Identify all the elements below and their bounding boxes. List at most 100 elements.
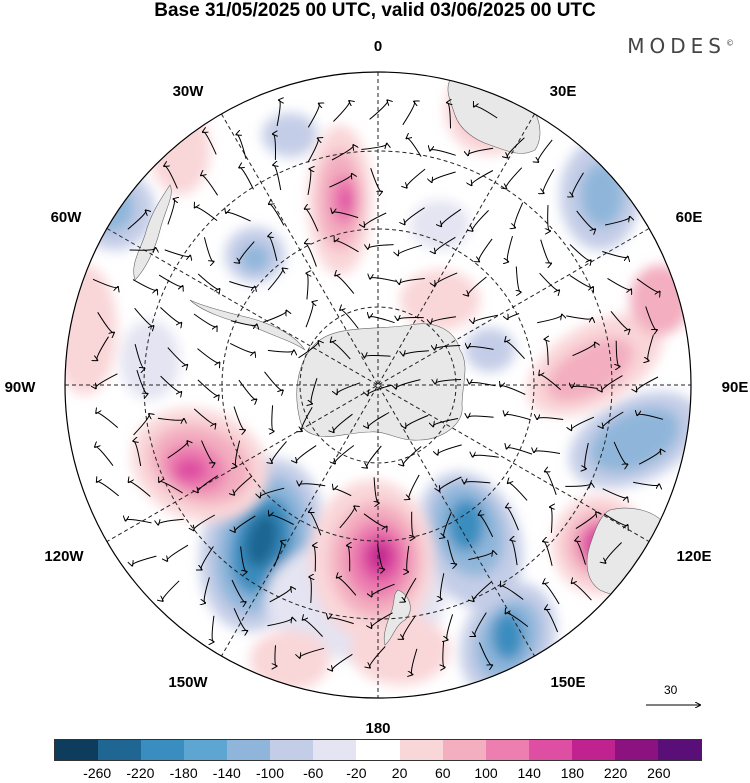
colorbar-tick-label: -60 [303,765,324,781]
wind-vector [296,445,317,463]
wind-vector [398,318,424,321]
wind-vector [239,167,254,190]
wind-vector [300,647,325,658]
lon-label-120e: 120E [676,548,711,565]
wind-vector [307,169,311,195]
wind-vector [335,275,355,294]
lon-label-0: 0 [374,38,382,55]
reference-vector-arrow [646,683,710,713]
wind-vector [603,411,624,428]
wind-vector [501,386,526,395]
registered-mark: © [726,38,734,48]
wind-vector [636,278,660,292]
wind-vector [468,416,494,418]
colorbar [54,739,702,761]
wind-vector [507,235,513,262]
lon-label-180: 180 [365,720,390,735]
wind-vector [368,412,390,428]
colorbar-segment [657,740,701,760]
wind-vector [158,274,183,287]
wind-vector [506,507,519,531]
colorbar-segment [356,740,400,760]
colorbar-segment [614,740,658,760]
wind-vector [412,511,415,538]
wind-vector [447,103,450,129]
wind-vector [473,581,492,601]
wind-vector [160,375,182,392]
wind-vector [329,174,352,188]
wind-vector [97,336,109,361]
wind-vector [406,168,426,188]
wind-vector [468,276,487,296]
wind-vector [212,615,214,642]
wind-vector [479,515,494,538]
wind-vector [240,546,247,572]
colorbar-tick-label: 60 [435,765,451,781]
wind-vector [585,442,589,469]
wind-vector [511,540,518,566]
wind-vector [194,514,216,530]
wind-vector [468,551,493,561]
wind-vector [444,512,452,537]
wind-vector [471,170,494,186]
wind-vector [508,313,520,320]
wind-vector [575,541,586,565]
wind-vector [309,512,322,536]
wind-vector [97,312,114,332]
wind-vector [473,314,499,323]
colorbar-tick-label: 260 [647,765,671,781]
wind-vector [576,210,595,230]
wind-vector [540,239,551,264]
wind-vector [305,302,313,328]
wind-vector [305,209,319,232]
wind-vector [537,418,564,420]
wind-vector [602,375,623,392]
wind-vector [398,244,423,255]
wind-vector [203,237,213,261]
wind-vector [372,583,395,596]
wind-vector [273,134,276,160]
wind-vector [361,144,386,150]
wind-vector [337,382,361,394]
wind-vector [506,167,523,189]
wind-vector [301,406,313,431]
wind-vector [159,481,183,494]
colorbar-segment [442,740,486,760]
wind-vector [545,339,549,366]
wind-vector [333,101,349,122]
wind-vector [367,445,382,468]
wind-vector [229,281,255,288]
wind-vector [507,137,525,158]
wind-vector [233,608,247,631]
wind-vector [262,311,286,323]
wind-vector [602,251,628,258]
wind-vector [407,545,410,572]
wind-vector [334,413,353,432]
wind-vector [134,307,154,326]
wind-vector [133,441,142,467]
wind-vector [369,100,388,120]
wind-vector [96,373,118,388]
wind-vector [539,272,560,290]
wind-vector [435,272,458,286]
colorbar-segment [184,740,228,760]
wind-vector [197,348,220,363]
wind-vector [201,546,214,570]
wind-vector [331,342,351,360]
wind-vector [616,340,619,367]
colorbar-tick-label: 140 [517,765,541,781]
wind-vector [404,207,425,225]
wind-vector [572,172,584,197]
wind-vector [239,241,255,263]
lon-label-90w: 90W [5,379,37,396]
wind-vector [369,317,395,324]
wind-vector [269,515,294,525]
wind-vector [396,379,421,389]
map-title: Base 31/05/2025 00 UTC, valid 03/06/2025… [154,0,596,21]
wind-vector [572,386,598,389]
wind-vector [374,477,379,503]
wind-vector [508,483,528,501]
colorbar-segment [571,740,615,760]
wind-vector [441,208,462,226]
wind-vector [276,100,280,127]
